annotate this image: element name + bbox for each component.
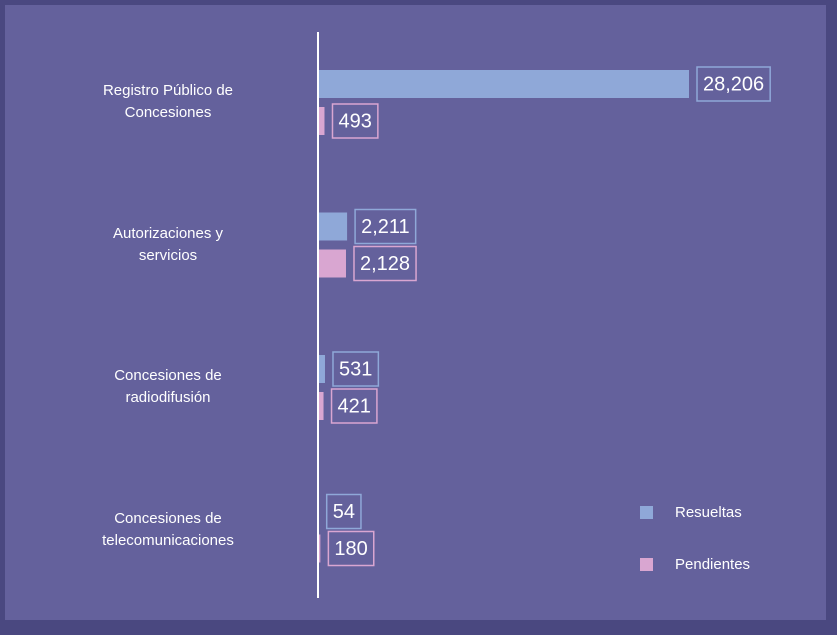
category-label: Concesiones de telecomunicaciones <box>102 509 234 549</box>
legend-label: Pendientes <box>675 556 750 573</box>
value-label-box <box>354 208 417 245</box>
value-label: 421 <box>338 395 371 417</box>
bar <box>318 107 325 135</box>
category-label: Autorizaciones y servicios <box>112 224 224 264</box>
plot-background <box>5 5 826 620</box>
value-label-box <box>332 351 380 387</box>
value-label-box <box>353 245 417 282</box>
legend-swatch <box>640 558 653 571</box>
value-label: 2,211 <box>361 216 410 238</box>
bar <box>318 355 325 383</box>
bar <box>318 70 689 98</box>
legend-label: Resueltas <box>675 504 742 521</box>
bar <box>318 392 324 420</box>
value-label: 180 <box>334 538 367 560</box>
bar <box>318 534 321 563</box>
value-label-box <box>327 530 375 567</box>
value-label-box <box>331 103 379 139</box>
category-label: Registro Público de Concesiones <box>102 82 234 121</box>
category-label: Concesiones de radiodifusión <box>114 367 222 406</box>
legend-swatch <box>640 506 653 519</box>
value-label: 2,128 <box>360 253 410 275</box>
value-label-box <box>325 493 362 530</box>
value-label-box <box>330 388 378 424</box>
value-label: 493 <box>338 110 371 132</box>
value-label-box <box>696 66 771 102</box>
bar <box>318 212 348 241</box>
value-label: 531 <box>339 358 372 380</box>
value-label: 54 <box>333 501 355 523</box>
bar <box>318 249 346 278</box>
value-label: 28,206 <box>703 73 764 95</box>
